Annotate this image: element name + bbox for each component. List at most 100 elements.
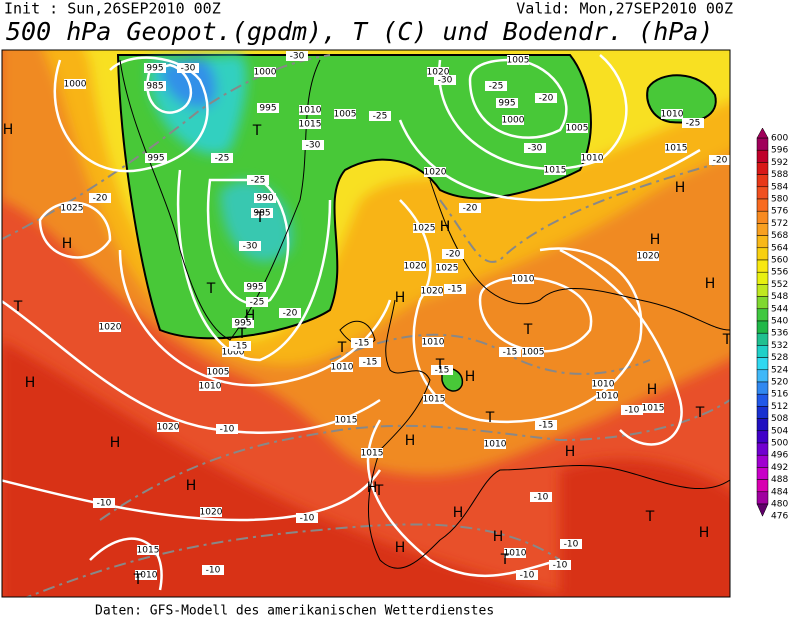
isotherm-label-box (682, 118, 704, 128)
isotherm-label-box (444, 284, 466, 294)
isobar-label-box (566, 123, 588, 133)
pressure-center: T (722, 332, 732, 348)
isobar-label: 995 (246, 283, 263, 293)
isobar-label: 1025 (61, 204, 84, 214)
pressure-center: H (675, 180, 686, 196)
isotherm-label: -15 (503, 348, 518, 358)
colorbar-segment (756, 418, 769, 432)
isotherm-label: -25 (489, 82, 504, 92)
isobar-label: 1010 (512, 275, 535, 285)
isobar-label-box (64, 79, 86, 89)
colorbar-segment (756, 430, 769, 444)
isobar-label: 995 (147, 154, 164, 164)
pressure-center: T (374, 483, 384, 499)
isotherm-label: -20 (446, 250, 461, 260)
isobar-label-box (135, 570, 157, 580)
colorbar-segment (756, 210, 769, 224)
colorbar-label: 540 (771, 317, 788, 327)
pressure-center: H (245, 308, 256, 324)
isobar-label-box (199, 381, 221, 391)
isotherm-label-box (709, 155, 730, 165)
pressure-center: H (395, 540, 406, 556)
isobar-label: 1010 (331, 363, 354, 373)
colorbar-label: 564 (771, 243, 788, 253)
isobar-label-box (592, 379, 614, 389)
isobar-label: 1000 (254, 68, 277, 78)
colorbar-label: 496 (771, 451, 788, 461)
colorbar-segment (756, 247, 769, 261)
isotherm-label-box (202, 565, 224, 575)
colorbar-label: 516 (771, 390, 788, 400)
isobar-label-box (413, 223, 435, 233)
colorbar-segment (756, 149, 769, 163)
isotherm-label: -15 (435, 366, 450, 376)
isotherm-label-box (459, 203, 481, 213)
colorbar-label: 532 (771, 341, 788, 351)
isotherm-label: -10 (520, 571, 535, 581)
isotherm-label-box (93, 498, 115, 508)
isotherm-label-box (211, 153, 233, 163)
pressure-center: T (485, 410, 495, 426)
isobar-label-box (144, 63, 166, 73)
pressure-center: H (647, 382, 658, 398)
isobar-label: 1015 (137, 546, 160, 556)
colorbar-segment (756, 345, 769, 358)
isobar-label: 1010 (596, 392, 619, 402)
isotherm-label: -10 (625, 406, 640, 416)
pressure-center: H (650, 232, 661, 248)
isotherm-label-box (535, 420, 557, 430)
isobar-label: 1005 (507, 56, 530, 66)
isobar-label-box (137, 545, 159, 555)
colorbar-label: 504 (771, 426, 788, 436)
isobar-label-box (335, 415, 357, 425)
colorbar: 600 596 592 588 584 580 576 572 568 564 560 556 552 5… (756, 127, 788, 522)
pressure-center: T (435, 357, 445, 373)
isotherm-label: -15 (355, 339, 370, 349)
isobar-label-box (642, 403, 664, 413)
init-time: Init : Sun,26SEP2010 00Z (4, 0, 221, 18)
colorbar-label: 476 (771, 512, 788, 522)
pressure-center: H (62, 236, 73, 252)
isotherm-label: -30 (181, 64, 196, 74)
isobar-label-box (157, 422, 179, 432)
isobar-label: 1010 (661, 110, 684, 120)
isotherm-label: -25 (373, 112, 388, 122)
coastlines (119, 59, 730, 569)
map-labels: 995 985 1000 1000 995 1010 1015 1005 995 990 985 99… (3, 51, 732, 588)
isotherm-label-box (560, 539, 582, 549)
map-title: 500 hPa Geopot.(gpdm), T (C) und Bodendr… (6, 17, 713, 46)
colorbar-label: 592 (771, 158, 788, 168)
colorbar-label: 480 (771, 500, 788, 510)
isotherm-label-box (535, 93, 557, 103)
isotherm-label: -25 (251, 176, 266, 186)
colorbar-segment (756, 284, 769, 297)
isobar-label-box (254, 193, 276, 203)
colorbar-label: 576 (771, 207, 788, 217)
isobar-label: 1015 (544, 166, 567, 176)
colorbar-label: 536 (771, 329, 788, 339)
colorbar-segment (756, 137, 769, 151)
isotherm-label-box (621, 405, 643, 415)
isobar-label: 1010 (484, 440, 507, 450)
pressure-center: H (440, 219, 451, 235)
colorbar-segment (756, 369, 769, 383)
colorbar-label: 572 (771, 219, 788, 229)
isobar-label: 1010 (422, 338, 445, 348)
isobar-label-box (544, 165, 566, 175)
colorbar-segment (756, 186, 769, 200)
isobar-label: 1020 (99, 323, 122, 333)
colorbar-segment (756, 393, 769, 407)
isotherm-label-box (229, 341, 251, 351)
isobar-label: 1010 (199, 382, 222, 392)
isobar-label-box (61, 203, 83, 213)
isotherm-label: -25 (250, 298, 265, 308)
pressure-center: H (493, 529, 504, 545)
isobar-label: 1020 (421, 287, 444, 297)
colorbar-segment (756, 442, 769, 456)
isobar-label: 985 (253, 209, 270, 219)
isobar-label: 1025 (413, 224, 436, 234)
colorbar-segment (756, 406, 769, 419)
isobar-label-box (596, 391, 618, 401)
isobar-label: 1000 (502, 116, 525, 126)
